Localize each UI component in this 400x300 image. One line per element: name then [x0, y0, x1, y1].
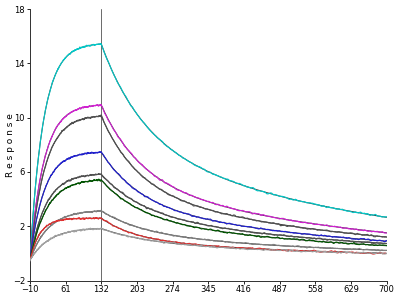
Y-axis label: R e s p o n s e: R e s p o n s e: [6, 113, 14, 177]
